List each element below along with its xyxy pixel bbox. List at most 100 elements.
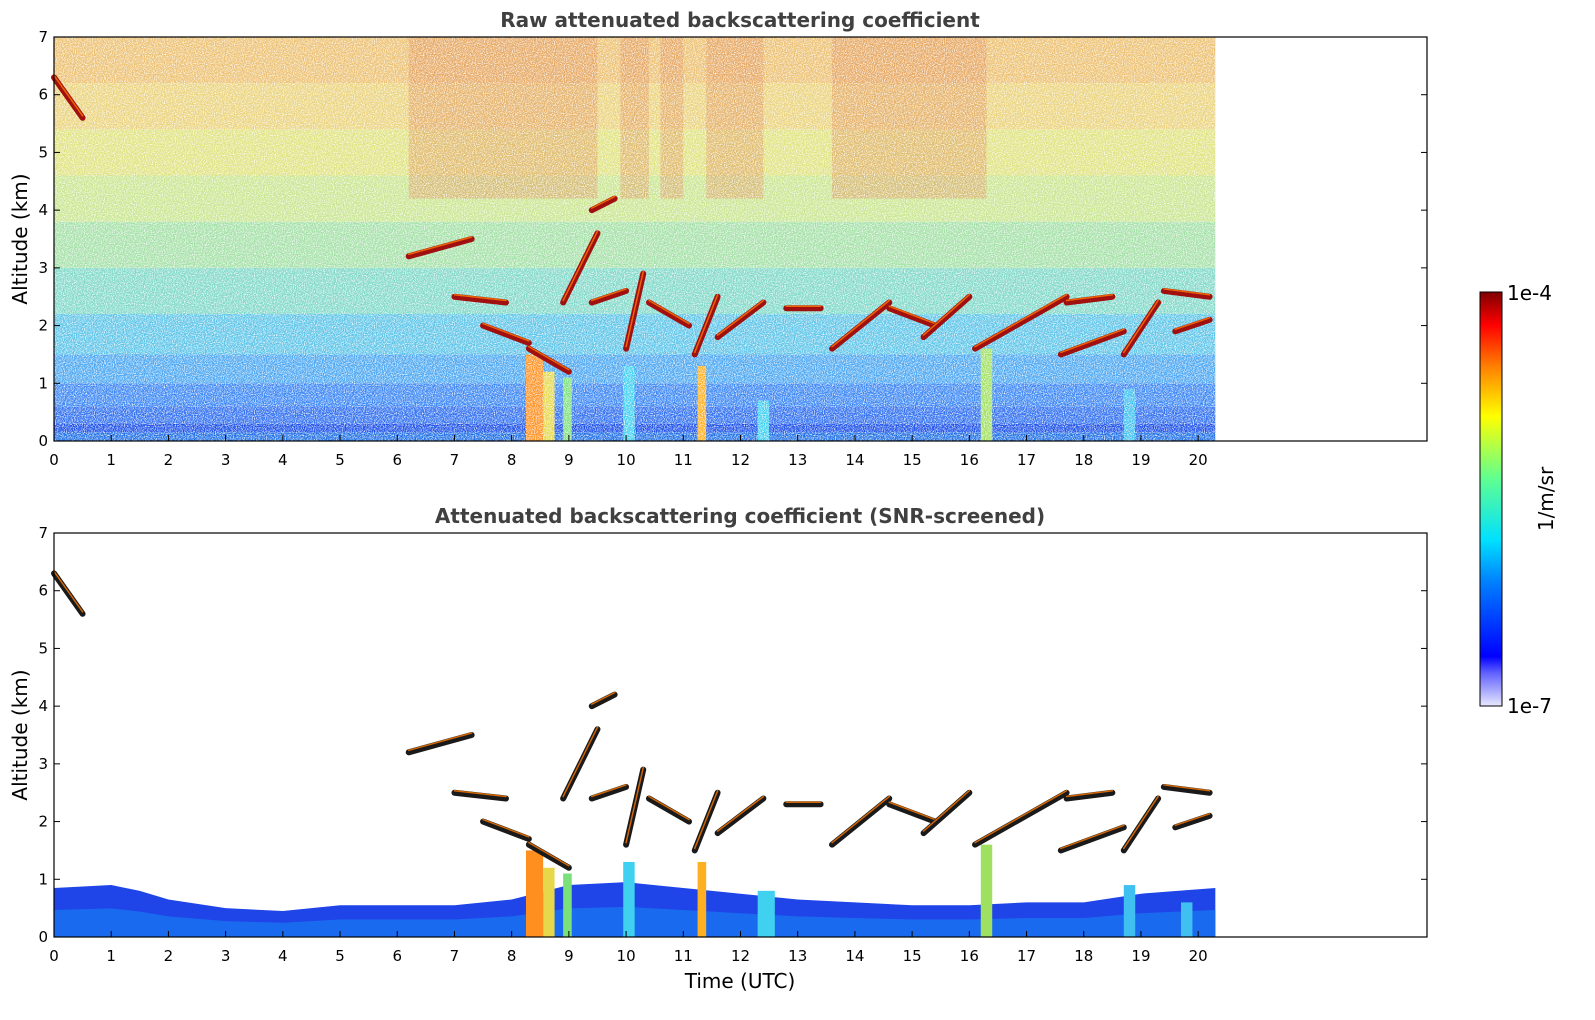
precipitation-column xyxy=(757,890,775,937)
cloud-layer xyxy=(451,789,509,802)
y-tick-label: 1 xyxy=(38,870,48,888)
colorbar: 1e-4 1e-7 1/m/sr xyxy=(1479,281,1558,718)
x-tick-label: 5 xyxy=(335,947,345,965)
y-tick-label: 6 xyxy=(38,86,48,104)
precipitation-column xyxy=(525,850,544,937)
x-tick-label: 11 xyxy=(674,451,693,469)
x-tick-label: 13 xyxy=(788,451,807,469)
cloud-layer xyxy=(405,732,475,756)
cloud-layer xyxy=(1160,783,1213,796)
x-tick-label: 9 xyxy=(564,947,574,965)
cloud-layer xyxy=(525,841,572,871)
x-tick-label: 8 xyxy=(507,451,517,469)
y-tick-label: 2 xyxy=(38,317,48,335)
x-tick-label: 10 xyxy=(617,947,636,965)
y-tick-label: 4 xyxy=(38,697,48,715)
cloud-layer xyxy=(1057,824,1127,854)
x-tick-label: 18 xyxy=(1074,947,1093,965)
cloud-layer-edge xyxy=(625,270,644,348)
cloud-layer xyxy=(920,293,973,341)
panel2-cloud-layers xyxy=(51,570,1213,871)
x-tick-label: 17 xyxy=(1017,947,1036,965)
colorbar-max-label: 1e-4 xyxy=(1507,281,1552,305)
colorbar-min-label: 1e-7 xyxy=(1507,694,1552,718)
y-tick-label: 0 xyxy=(38,432,48,450)
precipitation-column xyxy=(563,873,572,937)
y-tick-label: 3 xyxy=(38,259,48,277)
cloud-layer xyxy=(1172,316,1213,335)
x-tick-label: 8 xyxy=(507,947,517,965)
cloud-layer-edge xyxy=(1065,293,1114,302)
colorbar-unit-label: 1/m/sr xyxy=(1534,466,1558,531)
x-tick-label: 14 xyxy=(845,451,864,469)
cloud-layer-edge xyxy=(53,570,84,613)
panel1-cloud-layers xyxy=(51,74,1213,375)
cloud-layer xyxy=(972,293,1070,352)
cloud-layer-edge xyxy=(922,789,971,832)
y-tick-label: 5 xyxy=(38,143,48,161)
panel2-ylabel: Altitude (km) xyxy=(8,669,32,800)
panel1-noise-speckle xyxy=(54,37,1216,441)
x-tick-label: 2 xyxy=(164,451,174,469)
panel1-ylabel: Altitude (km) xyxy=(8,173,32,304)
cloud-layer xyxy=(560,230,601,306)
x-tick-label: 10 xyxy=(617,451,636,469)
cloud-layer-edge xyxy=(922,293,971,336)
x-tick-label: 3 xyxy=(221,451,231,469)
x-tick-label: 6 xyxy=(392,947,402,965)
x-tick-label: 11 xyxy=(674,947,693,965)
precipitation-column xyxy=(623,861,635,937)
panel2-y-ticks: 0 1 2 3 4 5 6 7 xyxy=(38,524,1427,946)
cloud-layer xyxy=(451,293,509,306)
x-tick-label: 0 xyxy=(49,947,59,965)
cloud-layer-edge xyxy=(482,322,530,342)
panel1-y-ticks: 0 1 2 3 4 5 6 7 xyxy=(38,28,1427,450)
precipitation-column xyxy=(1181,902,1193,937)
cloud-layer-edge xyxy=(591,288,627,302)
x-tick-label: 20 xyxy=(1189,451,1208,469)
cloud-layer xyxy=(588,691,618,710)
x-tick-label: 4 xyxy=(278,451,288,469)
x-tick-label: 16 xyxy=(960,947,979,965)
cloud-layer-edge xyxy=(1060,328,1125,354)
boundary-layer-core xyxy=(54,906,1216,937)
cloud-layer-edge xyxy=(591,195,616,209)
x-tick-label: 0 xyxy=(49,451,59,469)
x-tick-label: 7 xyxy=(450,451,460,469)
y-tick-label: 3 xyxy=(38,755,48,773)
x-tick-label: 15 xyxy=(903,451,922,469)
precipitation-column xyxy=(980,844,993,937)
cloud-layer-edge xyxy=(716,299,765,336)
cloud-layer xyxy=(829,795,893,848)
panel2-xlabel: Time (UTC) xyxy=(684,969,796,993)
panel2-heatmap xyxy=(54,844,1216,937)
panel2-frame xyxy=(53,532,1428,938)
snr-screened-panel: Attenuated backscattering coefficient (S… xyxy=(8,504,1428,993)
cloud-layer-edge xyxy=(1123,795,1159,850)
panel2-x-ticks: 0 1 2 3 4 5 6 7 8 9 10 11 12 13 14 15 16 17 18 19 20 xyxy=(49,931,1208,965)
x-tick-label: 12 xyxy=(731,451,750,469)
cloud-layer xyxy=(886,305,939,329)
cloud-layer xyxy=(480,818,532,842)
x-tick-label: 19 xyxy=(1131,947,1150,965)
cloud-layer xyxy=(920,789,973,837)
cloud-layer xyxy=(829,299,893,352)
panel1-title: Raw attenuated backscattering coefficien… xyxy=(500,8,980,32)
x-tick-label: 14 xyxy=(845,947,864,965)
panel1-x-ticks: 0 1 2 3 4 5 6 7 8 9 10 11 12 13 14 15 16 17 18 19 20 xyxy=(49,435,1208,469)
cloud-layer-edge xyxy=(453,789,507,798)
x-tick-label: 16 xyxy=(960,451,979,469)
cloud-layer-edge xyxy=(591,691,616,705)
cloud-layer xyxy=(1160,287,1213,300)
cloud-layer-edge xyxy=(693,293,719,354)
x-tick-label: 17 xyxy=(1017,451,1036,469)
x-tick-label: 9 xyxy=(564,451,574,469)
x-tick-label: 7 xyxy=(450,947,460,965)
cloud-layer-edge xyxy=(453,293,507,302)
cloud-layer xyxy=(1063,293,1116,306)
cloud-layer-edge xyxy=(974,789,1068,844)
cloud-layer xyxy=(588,783,630,802)
x-tick-label: 1 xyxy=(106,451,116,469)
colorbar-gradient xyxy=(1479,291,1503,707)
